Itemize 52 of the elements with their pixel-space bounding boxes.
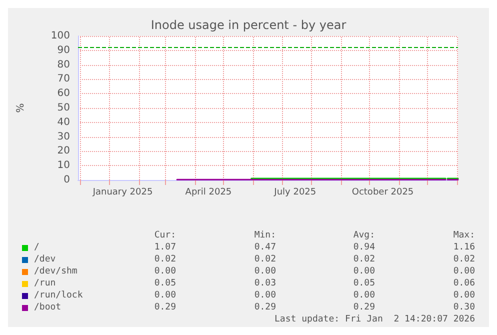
text: 0.02 (154, 254, 176, 264)
legend-label: / (34, 242, 40, 252)
text: 0.00 (453, 266, 476, 276)
text: 1.07 (154, 242, 176, 252)
text: 0.03 (254, 278, 276, 288)
text: 0.00 (254, 290, 276, 300)
text: 0.29 (154, 302, 176, 312)
y-axis-title: % (16, 103, 26, 113)
text: Avg: (353, 230, 376, 240)
legend-label: /dev (34, 254, 56, 264)
text: 0.05 (353, 278, 376, 288)
text: 0.02 (453, 254, 476, 264)
y-tick-label: 90 (57, 44, 70, 56)
y-tick-label: 20 (57, 146, 70, 157)
text: 0.94 (353, 242, 376, 252)
text: 0.00 (453, 290, 476, 300)
text: Cur: (154, 230, 176, 240)
y-tick-label: 60 (57, 88, 70, 100)
text: 0.06 (453, 278, 476, 288)
legend-label: /run/lock (34, 290, 84, 300)
text: Last update: Fri Jan 2 14:20:07 2026 (274, 314, 475, 324)
chart-title: Inode usage in percent - by year (150, 18, 346, 32)
text: 1.16 (453, 242, 476, 252)
text: 0.05 (154, 278, 176, 288)
text: 0.47 (254, 242, 276, 252)
text: 0.00 (353, 266, 376, 276)
y-tick-label: 40 (57, 116, 70, 128)
y-tick-label: 100 (50, 30, 70, 42)
text: 0.00 (154, 266, 176, 276)
legend-label: /run (34, 278, 56, 288)
text: 0.02 (254, 254, 276, 264)
text: Min: (254, 230, 276, 240)
text: 0.02 (353, 254, 376, 264)
text: 0.30 (453, 302, 476, 312)
x-tick-label: April 2025 (185, 188, 232, 198)
y-tick-label: 70 (57, 74, 70, 85)
y-tick-label: 50 (57, 102, 70, 114)
y-tick-label: 10 (57, 160, 70, 172)
y-tick-label: 30 (57, 131, 70, 142)
x-tick-label: July 2025 (273, 188, 316, 198)
text: 0.00 (154, 290, 176, 300)
text: 0.29 (254, 302, 276, 312)
text: 0.29 (353, 302, 376, 312)
y-tick-label: 80 (57, 59, 70, 70)
text: 0.00 (353, 290, 376, 300)
text: Max: (453, 230, 476, 240)
legend-label: /boot (34, 302, 62, 312)
x-tick-label: January 2025 (92, 188, 153, 198)
x-tick-label: October 2025 (352, 188, 414, 198)
legend-label: /dev/shm (34, 266, 78, 276)
y-tick-label: 0 (64, 174, 70, 186)
text: 0.00 (254, 266, 276, 276)
